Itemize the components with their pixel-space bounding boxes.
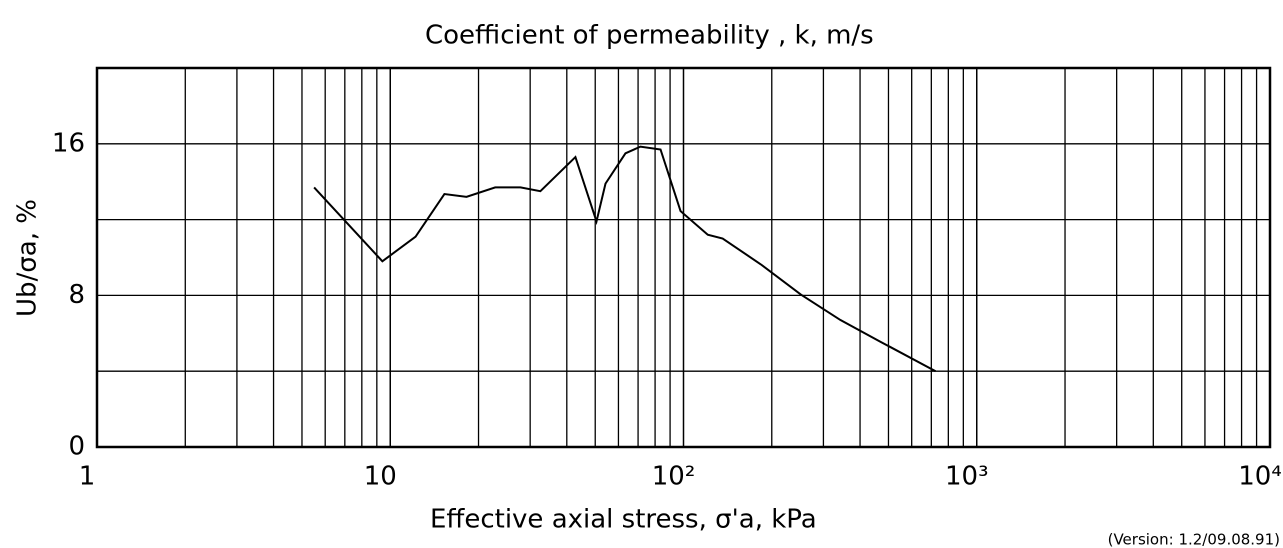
y-axis-label: Ub/σa, % (13, 199, 43, 317)
note: (Version: 1.2/09.08.91) (1108, 531, 1280, 548)
x-tick-label: 10⁴ (1238, 462, 1282, 492)
y-tick-label: 0 (68, 432, 85, 462)
y-tick-label: 16 (52, 128, 85, 158)
chart-title: Coefficient of permeability , k, m/s (425, 21, 874, 51)
data-line (313, 145, 937, 373)
y-tick-label: 8 (68, 280, 85, 310)
x-axis-label: Effective axial stress, σ'a, kPa (430, 505, 817, 535)
x-tick-label: 10³ (945, 462, 989, 492)
x-tick-label: 10 (364, 462, 397, 492)
plot-frame (95, 66, 1272, 449)
x-tick-label: 1 (79, 462, 96, 492)
x-tick-label: 10² (652, 462, 696, 492)
